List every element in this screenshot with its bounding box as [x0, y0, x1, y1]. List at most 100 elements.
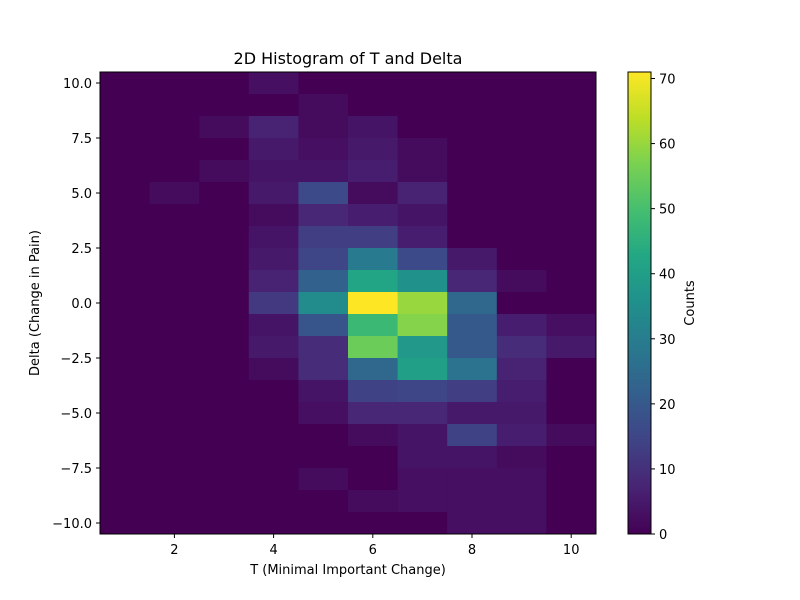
heatmap-cell	[447, 402, 498, 425]
heatmap-cells	[100, 72, 597, 535]
heatmap-cell	[397, 314, 448, 337]
heatmap-cell	[149, 160, 200, 183]
heatmap-cell	[298, 160, 349, 183]
heatmap-cell	[348, 94, 398, 117]
heatmap-cell	[546, 314, 597, 337]
heatmap-cell	[298, 94, 349, 117]
heatmap-cell	[496, 314, 547, 337]
heatmap-cell	[496, 94, 547, 117]
heatmap-cell	[348, 490, 398, 513]
heatmap-cell	[397, 424, 448, 447]
heatmap-cell	[546, 402, 597, 425]
heatmap-cell	[100, 182, 150, 205]
heatmap-cell	[248, 314, 299, 337]
heatmap-cell	[496, 204, 547, 227]
heatmap-cell	[248, 446, 299, 469]
heatmap-cell	[100, 116, 150, 139]
heatmap-cell	[496, 292, 547, 315]
heatmap-cell	[496, 380, 547, 403]
heatmap-cell	[546, 138, 597, 161]
heatmap-cell	[397, 336, 448, 359]
heatmap-cell	[298, 402, 349, 425]
heatmap-cell	[248, 72, 299, 95]
heatmap-cell	[348, 182, 398, 205]
heatmap-cell	[348, 72, 398, 95]
y-tick-label: −7.5	[60, 462, 92, 477]
heatmap-cell	[447, 424, 498, 447]
heatmap-cell	[199, 72, 250, 95]
heatmap-cell	[298, 248, 349, 271]
heatmap-cell	[546, 468, 597, 491]
heatmap-cell	[298, 446, 349, 469]
heatmap-cell	[298, 182, 349, 205]
heatmap-cell	[348, 204, 398, 227]
colorbar-tick-label: 70	[659, 73, 676, 88]
chart-title: 2D Histogram of T and Delta	[234, 49, 463, 68]
heatmap-cell	[149, 336, 200, 359]
heatmap-cell	[546, 116, 597, 139]
heatmap-cell	[248, 468, 299, 491]
heatmap-cell	[199, 248, 250, 271]
heatmap-cell	[100, 446, 150, 469]
heatmap-cell	[348, 336, 398, 359]
heatmap-cell	[397, 116, 448, 139]
heatmap-cell	[248, 336, 299, 359]
heatmap-cell	[496, 182, 547, 205]
heatmap-cell	[348, 226, 398, 249]
heatmap-cell	[100, 204, 150, 227]
y-tick-label: −10.0	[52, 517, 92, 532]
heatmap-cell	[397, 446, 448, 469]
heatmap-cell	[100, 468, 150, 491]
heatmap-cell	[447, 204, 498, 227]
heatmap-cell	[447, 226, 498, 249]
heatmap-cell	[199, 424, 250, 447]
heatmap-cell	[199, 160, 250, 183]
heatmap-cell	[496, 512, 547, 535]
heatmap-cell	[298, 292, 349, 315]
heatmap-cell	[100, 512, 150, 535]
heatmap-cell	[298, 490, 349, 513]
heatmap-cell	[199, 182, 250, 205]
heatmap-cell	[546, 270, 597, 293]
colorbar-tick-label: 30	[659, 333, 676, 348]
heatmap-cell	[348, 270, 398, 293]
heatmap-cell	[496, 138, 547, 161]
y-tick-label: 2.5	[71, 242, 92, 257]
heatmap-cell	[149, 248, 200, 271]
heatmap-cell	[100, 270, 150, 293]
heatmap-cell	[397, 182, 448, 205]
heatmap-cell	[149, 490, 200, 513]
heatmap-cell	[199, 468, 250, 491]
x-tick-label: 2	[170, 543, 178, 558]
heatmap-cell	[348, 138, 398, 161]
heatmap-cell	[100, 138, 150, 161]
axes: 2 4 6 8 10 10.0 7.5 5.0 2.5 0.0 −2.5 −5.0 −7.5 −10.0	[52, 71, 597, 558]
heatmap-cell	[397, 512, 448, 535]
heatmap-cell	[199, 380, 250, 403]
heatmap-cell	[248, 94, 299, 117]
heatmap-cell	[149, 314, 200, 337]
heatmap-cell	[447, 512, 498, 535]
colorbar-tick-label: 60	[659, 138, 676, 153]
heatmap-cell	[447, 358, 498, 381]
heatmap-cell	[496, 72, 547, 95]
heatmap-cell	[546, 226, 597, 249]
y-tick-label: 0.0	[71, 297, 92, 312]
heatmap-cell	[248, 424, 299, 447]
heatmap-cell	[348, 402, 398, 425]
heatmap-cell	[149, 380, 200, 403]
heatmap-cell	[348, 512, 398, 535]
heatmap-cell	[496, 116, 547, 139]
heatmap-cell	[298, 380, 349, 403]
heatmap-cell	[149, 94, 200, 117]
x-tick-label: 10	[563, 543, 580, 558]
y-tick-label: 5.0	[71, 187, 92, 202]
colorbar-tick-label: 10	[659, 463, 676, 478]
heatmap-cell	[546, 204, 597, 227]
heatmap-cell	[199, 270, 250, 293]
heatmap-cell	[348, 468, 398, 491]
heatmap-cell	[447, 270, 498, 293]
heatmap-cell	[298, 468, 349, 491]
heatmap-cell	[248, 204, 299, 227]
heatmap-cell	[447, 314, 498, 337]
